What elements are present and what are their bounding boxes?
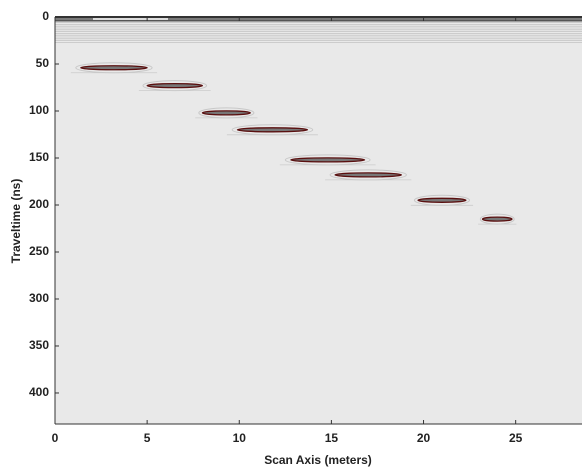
reflection-core <box>201 110 251 116</box>
y-tick-label: 400 <box>29 385 49 399</box>
y-tick-label: 250 <box>29 244 49 258</box>
reflection <box>226 124 318 136</box>
reflection <box>279 154 376 166</box>
y-tick-label: 100 <box>29 103 49 117</box>
y-tick-label: 0 <box>42 9 49 23</box>
reflection <box>138 80 211 92</box>
reflection <box>325 169 412 181</box>
reflection-core <box>334 172 403 178</box>
direct-wave-bands <box>55 17 582 43</box>
reflection <box>478 213 517 225</box>
x-tick-label: 0 <box>52 431 59 445</box>
x-tick-label: 20 <box>417 431 431 445</box>
reflection-core <box>481 216 513 222</box>
direct-wave-highlight <box>93 17 168 20</box>
reflection-core <box>417 197 467 203</box>
y-axis-title: Traveltime (ns) <box>9 179 23 264</box>
reflection-core <box>80 65 148 71</box>
y-tick-label: 350 <box>29 338 49 352</box>
y-tick-label: 200 <box>29 197 49 211</box>
reflection-core <box>236 127 309 133</box>
reflection <box>195 107 258 119</box>
reflection <box>70 62 158 74</box>
reflection-core <box>146 82 204 89</box>
x-tick-label: 15 <box>325 431 339 445</box>
reflection-core <box>290 157 366 163</box>
y-tick-label: 50 <box>36 56 50 70</box>
y-tick-label: 300 <box>29 291 49 305</box>
y-tick-label: 150 <box>29 150 49 164</box>
x-tick-label: 10 <box>233 431 247 445</box>
x-axis-title: Scan Axis (meters) <box>264 453 372 467</box>
reflection <box>410 194 474 206</box>
x-tick-label: 25 <box>509 431 523 445</box>
x-tick-label: 5 <box>144 431 151 445</box>
